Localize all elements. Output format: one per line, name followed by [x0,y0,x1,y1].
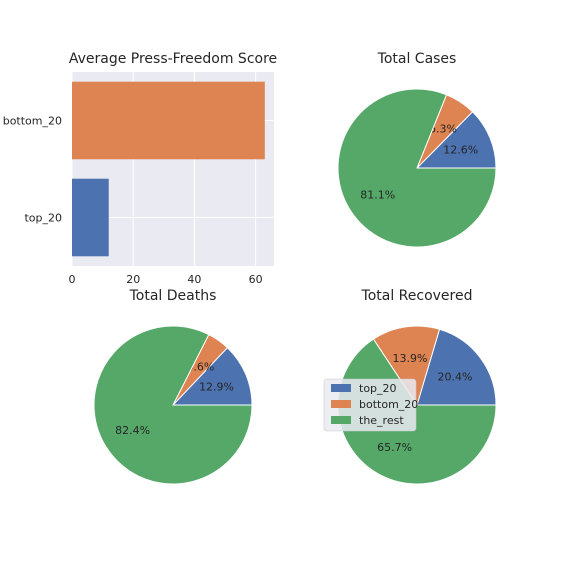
x-tick-label: 40 [187,273,201,286]
pie-wedge-top_20 [416,328,497,406]
category-label-top_20: top_20 [24,212,62,225]
pie-deaths-wedges: 12.9%4.6%82.4% [93,325,253,485]
pie-percent-label: 12.6% [443,144,478,157]
pie-cases-wedges: 12.6% 6.3% 81.1% [337,88,497,248]
pie-wedge-top_20 [415,111,497,169]
pie-recovered-wedges: 20.4% 13.9% 65.7% [337,325,497,485]
pie-percent-label: 81.1% [360,189,395,202]
pie-recovered-title: Total Recovered [361,288,473,304]
x-tick-label: 60 [249,273,263,286]
pie-cases-title: Total Cases [377,51,457,67]
pie-percent-label: 12.9% [199,380,234,393]
bar-chart-category-labels: top_20 bottom_20 [3,115,62,225]
legend-label-top_20: top_20 [359,382,397,395]
bar-bottom_20 [72,81,265,160]
legend-label-bottom_20: bottom_20 [359,398,418,411]
pie-wedge-the_rest [337,338,497,485]
x-tick-label: 20 [126,273,140,286]
bar-chart-panel: Average Press-Freedom Score top_20 bottom… [3,51,277,286]
bar-chart-title: Average Press-Freedom Score [69,51,277,67]
pie-wedge-bottom_20 [372,325,441,407]
pie-percent-label: 6.3% [429,122,457,135]
legend-label-the_rest: the_rest [359,414,404,427]
bar-chart-x-tick-labels: 0 20 40 60 [69,273,263,286]
pie-chart-total-cases: Total Cases 12.6% 6.3% 81.1% [337,51,497,248]
legend-swatch-bottom_20 [331,400,351,408]
legend: top_20 bottom_20 the_rest [323,378,418,432]
pie-wedge-top_20 [171,347,253,406]
category-label-bottom_20: bottom_20 [3,115,62,128]
legend-swatch-the_rest [331,416,351,424]
pie-chart-total-recovered: Total Recovered 20.4% 13.9% 65.7% [337,288,497,485]
pie-percent-label: 65.7% [377,441,412,454]
pie-percent-label: 20.4% [438,371,473,384]
bar-top_20 [72,178,109,257]
pie-deaths-title: Total Deaths [129,288,217,304]
legend-swatch-top_20 [331,384,351,392]
pie-chart-total-deaths: Total Deaths 12.9%4.6%82.4% [93,288,253,485]
bar-chart-bars [72,81,265,257]
pie-wedge-the_rest [93,325,253,485]
x-tick-label: 0 [69,273,76,286]
pie-percent-label: 13.9% [393,352,428,365]
pie-wedge-the_rest [337,88,497,248]
pie-percent-label: 82.4% [115,424,150,437]
